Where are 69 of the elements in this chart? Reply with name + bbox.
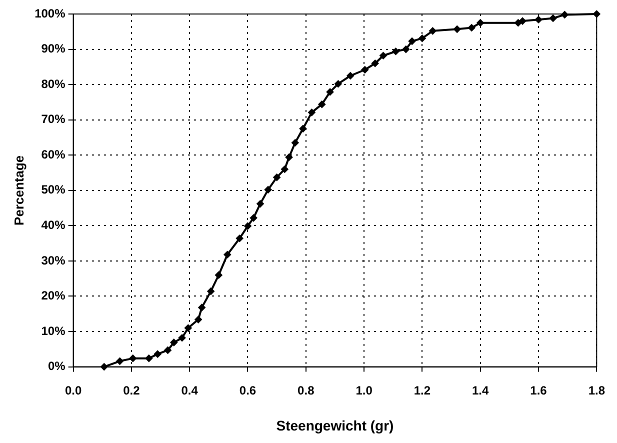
point [308,108,316,116]
y-tick-label: 10% [41,324,66,338]
point [198,304,206,312]
x-tick-label: 1.6 [530,383,548,398]
point [194,316,202,324]
x-tick-label: 0.4 [181,383,198,398]
x-tick-label: 0.2 [123,383,140,398]
point [100,363,108,370]
x-tick-label: 1.8 [588,383,606,398]
point [372,60,379,67]
point [281,166,288,173]
point [550,14,557,22]
point [264,186,272,194]
point [244,222,252,230]
x-tick-label: 0.8 [298,383,315,398]
point [535,16,542,24]
point [326,88,334,96]
point [318,100,326,108]
point [292,139,299,146]
point [224,251,231,258]
point [170,338,178,346]
y-axis-title: Percentage [11,155,26,226]
point [454,26,461,33]
x-tick-label: 1.2 [414,383,431,398]
point [236,234,244,242]
point [299,125,306,132]
point [346,72,354,80]
point [402,46,410,53]
x-tick-label: 1.0 [356,383,373,398]
point [429,27,436,34]
point [418,34,426,42]
point [468,24,476,32]
point [164,346,172,354]
point [593,10,600,18]
point [207,288,214,295]
y-tick-label: 100% [34,6,66,20]
y-tick-label: 70% [41,112,66,126]
point [408,38,416,45]
point [519,18,526,25]
point [129,354,136,362]
point [361,66,368,74]
point [250,214,258,222]
point [286,154,293,161]
point [116,358,124,365]
point [514,19,522,26]
x-tick-label: 1.4 [472,383,490,398]
point [561,11,568,18]
y-tick-label: 0% [48,359,66,374]
point [184,324,192,332]
y-tick-label: 60% [41,147,66,162]
y-tick-label: 30% [41,253,66,268]
y-tick-label: 80% [41,76,66,91]
point [476,19,484,26]
point [154,350,162,358]
point [256,200,264,208]
point [273,174,280,181]
x-tick-label: 0.6 [239,383,256,398]
point [392,48,400,55]
x-tick-label: 0.0 [64,383,82,398]
y-tick-label: 90% [41,42,66,56]
point [215,272,222,279]
point [178,334,186,342]
point [380,52,387,60]
point [145,354,152,362]
y-tick-label: 40% [41,218,66,232]
y-tick-label: 50% [41,182,66,197]
point [334,80,342,88]
x-axis-title: Steengewicht (gr) [276,417,394,434]
y-tick-label: 20% [41,288,66,303]
